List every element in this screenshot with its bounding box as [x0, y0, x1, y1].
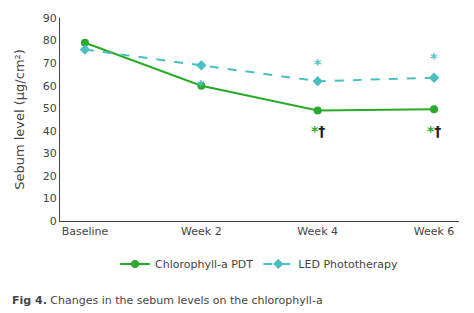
svg-text:Week 6: Week 6 — [414, 225, 455, 238]
svg-text:70: 70 — [43, 57, 57, 70]
svg-text:Sebum level (μg/cm²): Sebum level (μg/cm²) — [12, 49, 27, 190]
svg-text:Chlorophyll-a PDT: Chlorophyll-a PDT — [155, 258, 253, 271]
svg-text:60: 60 — [43, 80, 57, 93]
svg-text:*: * — [314, 56, 322, 72]
svg-text:30: 30 — [43, 147, 57, 160]
svg-text:Baseline: Baseline — [62, 225, 109, 238]
svg-text:*†: *† — [311, 123, 325, 139]
svg-text:80: 80 — [43, 34, 57, 47]
svg-text:Week 2: Week 2 — [181, 225, 222, 238]
svg-text:Week 4: Week 4 — [297, 225, 338, 238]
svg-text:*: * — [430, 50, 438, 66]
svg-text:10: 10 — [43, 192, 57, 205]
svg-text:*: * — [197, 77, 205, 93]
svg-text:40: 40 — [43, 125, 57, 138]
svg-text:50: 50 — [43, 102, 57, 115]
svg-text:90: 90 — [43, 12, 57, 25]
svg-text:20: 20 — [43, 170, 57, 183]
svg-text:Fig 4. Changes in the sebum le: Fig 4. Changes in the sebum levels on th… — [12, 294, 323, 307]
svg-text:*†: *† — [427, 123, 441, 139]
svg-text:0: 0 — [50, 215, 57, 228]
svg-text:LED Phototherapy: LED Phototherapy — [298, 258, 398, 271]
